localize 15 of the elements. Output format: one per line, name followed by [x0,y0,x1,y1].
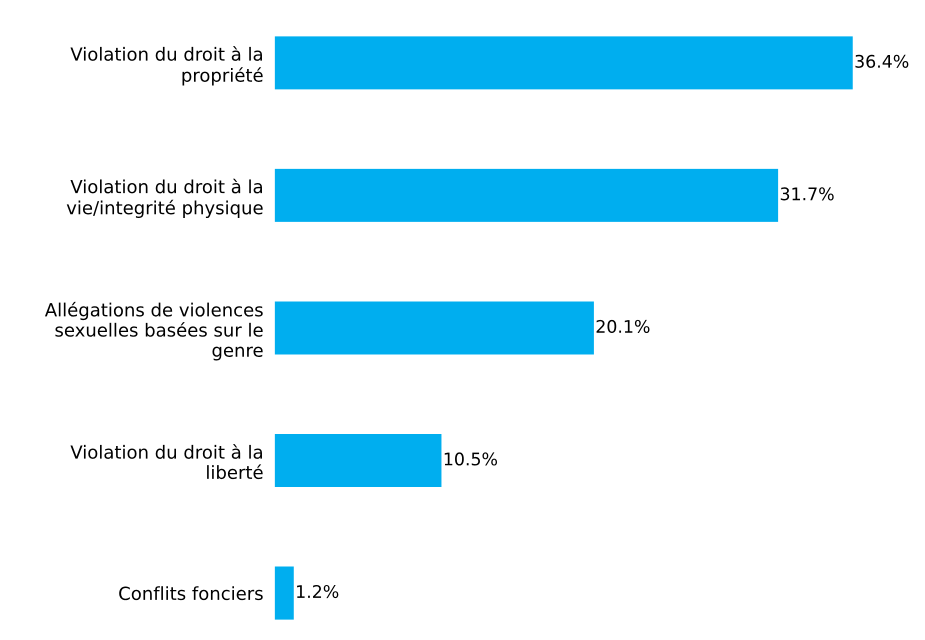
y-tick-label: Allégations de violences sexuelles basées sur le genre [44,302,263,361]
bar [274,168,778,222]
bar [274,36,853,90]
bar [274,434,442,488]
y-tick-label: Violation du droit à la vie/integrité physique [66,178,263,218]
y-tick-label: Violation du droit à la liberté [70,444,263,480]
data-label: 1.2% [297,584,338,598]
y-tick-label: Conflits fonciers [119,586,263,600]
data-label: 31.7% [780,187,834,200]
data-label: 10.5% [444,452,498,466]
data-label: 36.4% [855,54,908,68]
bar [274,566,294,620]
data-label: 20.1% [596,320,650,333]
bar [274,301,594,354]
y-tick-label: Violation du droit à la propriété [70,46,263,86]
